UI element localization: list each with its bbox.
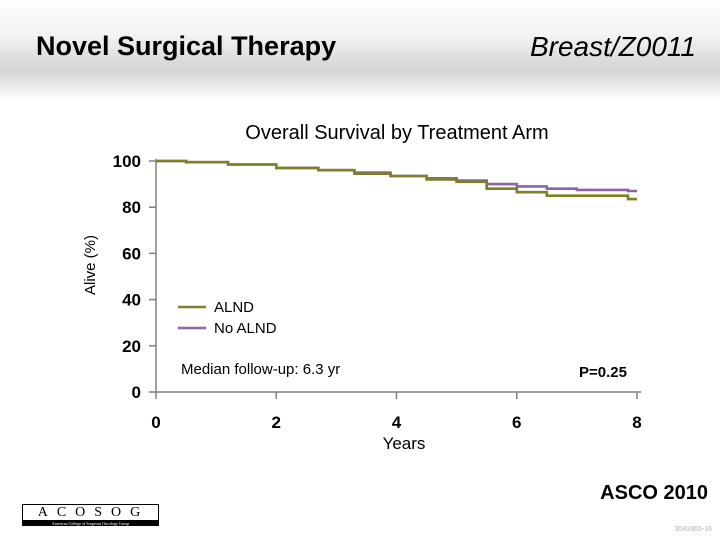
- slide-subtitle: Breast/Z0011: [529, 31, 696, 62]
- p-value-annotation: P=0.25: [579, 364, 627, 381]
- x-tick-label: 0: [151, 413, 160, 432]
- slide-title: Novel Surgical Therapy: [36, 31, 337, 61]
- y-tick-label: 40: [122, 291, 141, 310]
- y-tick-label: 20: [122, 337, 141, 356]
- x-tick-label: 4: [392, 413, 402, 432]
- acosog-logo: ACOSOG American College of Surgeons Onco…: [22, 504, 159, 526]
- chart-legend: ALND No ALND: [178, 299, 277, 337]
- logo-strip: American College of Surgeons Oncology Gr…: [22, 521, 159, 526]
- y-tick-label: 80: [122, 198, 141, 217]
- x-axis-label: Years: [383, 434, 426, 453]
- y-tick-label: 100: [113, 152, 141, 171]
- median-followup-annotation: Median follow-up: 6.3 yr: [181, 361, 340, 378]
- y-tick-label: 0: [132, 383, 141, 402]
- header-band: [0, 0, 720, 100]
- chart-series: [156, 159, 637, 201]
- legend-label: ALND: [214, 299, 254, 316]
- x-tick-label: 6: [512, 413, 521, 432]
- y-tick-label: 60: [122, 244, 141, 263]
- chart-title: Overall Survival by Treatment Arm: [245, 122, 548, 144]
- conference-label: ASCO 2010: [600, 482, 708, 504]
- logo-letters: ACOSOG: [22, 504, 159, 521]
- slide-id: 3049365-16: [674, 526, 712, 533]
- legend-label: No ALND: [214, 320, 277, 337]
- y-axis-label: Alive (%): [82, 235, 99, 295]
- series-line-alnd: [156, 159, 637, 201]
- x-tick-label: 2: [272, 413, 281, 432]
- x-tick-label: 8: [632, 413, 641, 432]
- chart-axes: 0 20 40 60 80 100 0 2 4 6 8: [113, 152, 642, 432]
